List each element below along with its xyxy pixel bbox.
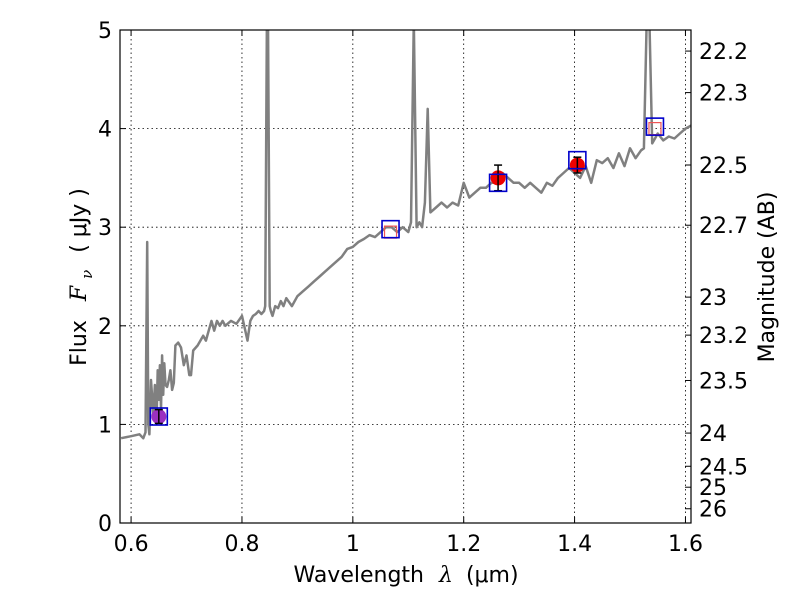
- y-axis-label-var: F: [67, 285, 92, 302]
- y-tick-label: 3: [98, 216, 112, 241]
- mag-tick-label: 22.7: [699, 214, 748, 239]
- y-tick-label: 4: [98, 118, 112, 143]
- mag-tick-label: 25: [699, 476, 727, 501]
- y-axis-label-sub: ν: [78, 270, 96, 279]
- y-axis-label-prefix: Flux: [67, 320, 92, 366]
- mag-tick-label: 24.5: [699, 455, 748, 480]
- ticks-layer: 0.6 0.8 1 1.2 1.4 1.601234522.222.322.522.723…: [98, 19, 748, 557]
- x-tick-label: 1.4: [557, 532, 592, 557]
- x-axis-label: Wavelength λ (μm): [293, 563, 518, 588]
- y-axis-label-unit: ( μJy ): [67, 188, 92, 253]
- y2-axis-label: Magnitude (AB): [755, 192, 780, 363]
- x-axis-label-var: λ: [438, 563, 453, 588]
- model-photometry-box: [645, 117, 665, 136]
- points-layer: [149, 117, 665, 426]
- plot-frame: [119, 29, 692, 524]
- x-tick-label: 0.6: [114, 532, 149, 557]
- mag-tick-label: 23: [699, 286, 727, 311]
- mag-tick-label: 23.5: [699, 369, 748, 394]
- y-tick-label: 0: [98, 512, 112, 537]
- mag-tick-label: 23.2: [699, 324, 748, 349]
- model-photometry-box: [149, 407, 169, 426]
- grid-layer: [120, 29, 691, 524]
- mag-tick-label: 22.2: [699, 40, 748, 65]
- mag-tick-label: 22.5: [699, 154, 748, 179]
- y-tick-label: 1: [98, 413, 112, 438]
- x-tick-label: 0.8: [224, 532, 259, 557]
- x-axis-label-prefix: Wavelength: [293, 563, 424, 588]
- x-tick-label: 1.6: [668, 532, 703, 557]
- mag-tick-label: 22.3: [699, 82, 748, 107]
- x-tick-label: 1.2: [446, 532, 481, 557]
- y-tick-label: 2: [98, 315, 112, 340]
- mag-tick-label: 26: [699, 498, 727, 523]
- model-photometry-box: [381, 219, 400, 239]
- model-photometry-box: [488, 173, 508, 193]
- x-axis-label-unit: (μm): [466, 563, 519, 588]
- x-tick-label: 1: [346, 532, 360, 557]
- y-tick-label: 5: [98, 19, 112, 44]
- spectrum-layer: [120, 30, 691, 440]
- y-axis-label: Flux F ν ( μJy ): [67, 188, 98, 366]
- mag-tick-label: 24: [699, 422, 727, 447]
- spectrum-line: [120, 30, 691, 440]
- model-photometry-box: [568, 150, 587, 170]
